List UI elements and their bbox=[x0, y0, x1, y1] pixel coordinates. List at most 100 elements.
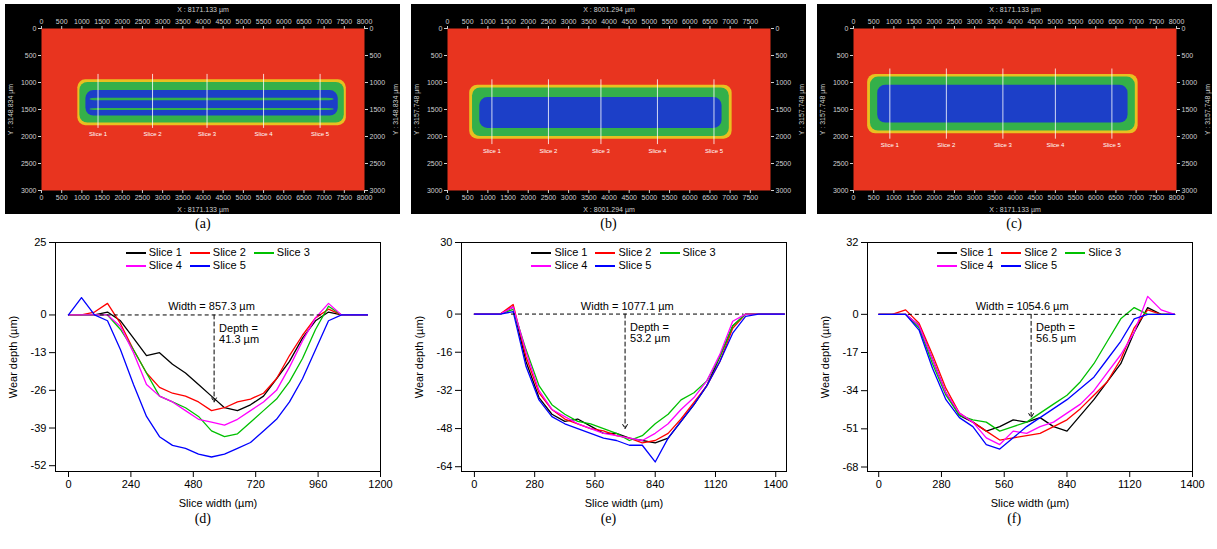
svg-text:-52: -52 bbox=[31, 459, 47, 471]
svg-text:4000: 4000 bbox=[1007, 194, 1023, 201]
svg-text:-64: -64 bbox=[437, 460, 453, 472]
svg-text:500: 500 bbox=[25, 52, 37, 59]
svg-text:840: 840 bbox=[646, 478, 664, 490]
svg-text:1000: 1000 bbox=[480, 18, 496, 25]
svg-text:2500: 2500 bbox=[427, 160, 443, 167]
svg-text:4500: 4500 bbox=[216, 18, 232, 25]
svg-text:0: 0 bbox=[844, 25, 848, 32]
svg-text:7500: 7500 bbox=[337, 194, 353, 201]
svg-text:Slice 4: Slice 4 bbox=[1046, 142, 1065, 148]
svg-text:1200: 1200 bbox=[369, 478, 393, 490]
svg-text:0: 0 bbox=[446, 18, 450, 25]
svg-text:0: 0 bbox=[471, 478, 477, 490]
svg-text:Y : 3148.834 µm: Y : 3148.834 µm bbox=[392, 84, 400, 136]
svg-text:8000: 8000 bbox=[357, 18, 373, 25]
svg-text:Depth =56.5 µm: Depth =56.5 µm bbox=[1036, 321, 1076, 344]
svg-text:X : 8171.133 µm: X : 8171.133 µm bbox=[989, 206, 1041, 214]
svg-text:7500: 7500 bbox=[1148, 18, 1164, 25]
svg-text:500: 500 bbox=[867, 194, 879, 201]
svg-text:Y : 3148.834 µm: Y : 3148.834 µm bbox=[8, 84, 16, 136]
svg-text:1500: 1500 bbox=[95, 194, 111, 201]
svg-text:X : 8171.133 µm: X : 8171.133 µm bbox=[989, 6, 1041, 14]
svg-text:6500: 6500 bbox=[296, 194, 312, 201]
svg-text:4000: 4000 bbox=[1007, 18, 1023, 25]
svg-text:5000: 5000 bbox=[236, 18, 252, 25]
svg-text:1500: 1500 bbox=[1181, 106, 1197, 113]
svg-text:Y : 3157.748 µm: Y : 3157.748 µm bbox=[1203, 84, 1211, 136]
svg-text:Wear depth (µm): Wear depth (µm) bbox=[413, 316, 425, 399]
svg-text:3000: 3000 bbox=[775, 187, 791, 194]
svg-text:1000: 1000 bbox=[370, 79, 386, 86]
svg-text:0: 0 bbox=[33, 25, 37, 32]
svg-text:Slice 1: Slice 1 bbox=[89, 131, 108, 137]
svg-text:0: 0 bbox=[775, 25, 779, 32]
svg-text:560: 560 bbox=[995, 478, 1013, 490]
svg-text:500: 500 bbox=[836, 52, 848, 59]
svg-text:Depth =53.2 µm: Depth =53.2 µm bbox=[630, 321, 670, 344]
svg-text:7000: 7000 bbox=[317, 194, 333, 201]
svg-text:Slice 5: Slice 5 bbox=[1103, 142, 1122, 148]
svg-text:7500: 7500 bbox=[743, 18, 759, 25]
svg-text:720: 720 bbox=[247, 478, 265, 490]
svg-text:1120: 1120 bbox=[1118, 478, 1142, 490]
svg-text:500: 500 bbox=[56, 18, 68, 25]
svg-text:Width = 857.3 µm: Width = 857.3 µm bbox=[168, 300, 255, 312]
svg-text:Slice 3: Slice 3 bbox=[592, 148, 611, 154]
svg-text:1000: 1000 bbox=[1181, 79, 1197, 86]
svg-text:2000: 2000 bbox=[520, 194, 536, 201]
svg-text:Slice 4: Slice 4 bbox=[255, 131, 274, 137]
svg-text:1000: 1000 bbox=[74, 18, 90, 25]
svg-text:5000: 5000 bbox=[1047, 18, 1063, 25]
svg-text:1000: 1000 bbox=[886, 18, 902, 25]
svg-text:-34: -34 bbox=[842, 384, 858, 396]
svg-text:3500: 3500 bbox=[175, 194, 191, 201]
svg-text:500: 500 bbox=[431, 52, 443, 59]
svg-text:0: 0 bbox=[439, 25, 443, 32]
svg-text:25: 25 bbox=[35, 236, 47, 248]
svg-text:0: 0 bbox=[40, 18, 44, 25]
svg-text:840: 840 bbox=[1057, 478, 1075, 490]
svg-text:1500: 1500 bbox=[906, 18, 922, 25]
svg-text:5500: 5500 bbox=[1067, 194, 1083, 201]
svg-text:30: 30 bbox=[440, 236, 452, 248]
svg-text:Slice 3: Slice 3 bbox=[994, 142, 1013, 148]
svg-text:5500: 5500 bbox=[1067, 18, 1083, 25]
svg-text:3000: 3000 bbox=[427, 187, 443, 194]
svg-text:-17: -17 bbox=[842, 346, 858, 358]
svg-text:6000: 6000 bbox=[1088, 18, 1104, 25]
svg-text:1000: 1000 bbox=[833, 79, 849, 86]
svg-text:5000: 5000 bbox=[642, 194, 658, 201]
svg-text:6000: 6000 bbox=[276, 194, 292, 201]
svg-text:Wear depth (µm): Wear depth (µm) bbox=[819, 316, 831, 399]
svg-text:500: 500 bbox=[462, 18, 474, 25]
svg-text:1500: 1500 bbox=[906, 194, 922, 201]
svg-text:2500: 2500 bbox=[1181, 160, 1197, 167]
svg-text:4500: 4500 bbox=[621, 18, 637, 25]
svg-text:3000: 3000 bbox=[966, 194, 982, 201]
svg-text:240: 240 bbox=[122, 478, 140, 490]
svg-text:2500: 2500 bbox=[135, 18, 151, 25]
svg-text:1000: 1000 bbox=[886, 194, 902, 201]
svg-text:Slice 1: Slice 1 bbox=[880, 142, 899, 148]
svg-text:2000: 2000 bbox=[115, 18, 131, 25]
svg-text:Slice 5: Slice 5 bbox=[705, 148, 724, 154]
svg-text:2500: 2500 bbox=[946, 194, 962, 201]
svg-text:5000: 5000 bbox=[236, 194, 252, 201]
svg-text:6000: 6000 bbox=[682, 18, 698, 25]
svg-text:Slice 2: Slice 2 bbox=[539, 148, 558, 154]
svg-text:1500: 1500 bbox=[500, 194, 516, 201]
svg-text:2500: 2500 bbox=[946, 18, 962, 25]
svg-text:Slice 4: Slice 4 bbox=[648, 148, 667, 154]
svg-text:7500: 7500 bbox=[743, 194, 759, 201]
svg-text:7000: 7000 bbox=[1128, 194, 1144, 201]
svg-text:5500: 5500 bbox=[256, 194, 272, 201]
svg-text:4000: 4000 bbox=[196, 194, 212, 201]
svg-text:X : 8001.294 µm: X : 8001.294 µm bbox=[583, 6, 635, 14]
svg-text:X : 8171.133 µm: X : 8171.133 µm bbox=[178, 206, 230, 214]
svg-text:-51: -51 bbox=[842, 422, 858, 434]
svg-text:3000: 3000 bbox=[1181, 187, 1197, 194]
svg-text:2000: 2000 bbox=[427, 133, 443, 140]
svg-text:5000: 5000 bbox=[1047, 194, 1063, 201]
svg-text:0: 0 bbox=[446, 194, 450, 201]
svg-text:-13: -13 bbox=[31, 346, 47, 358]
